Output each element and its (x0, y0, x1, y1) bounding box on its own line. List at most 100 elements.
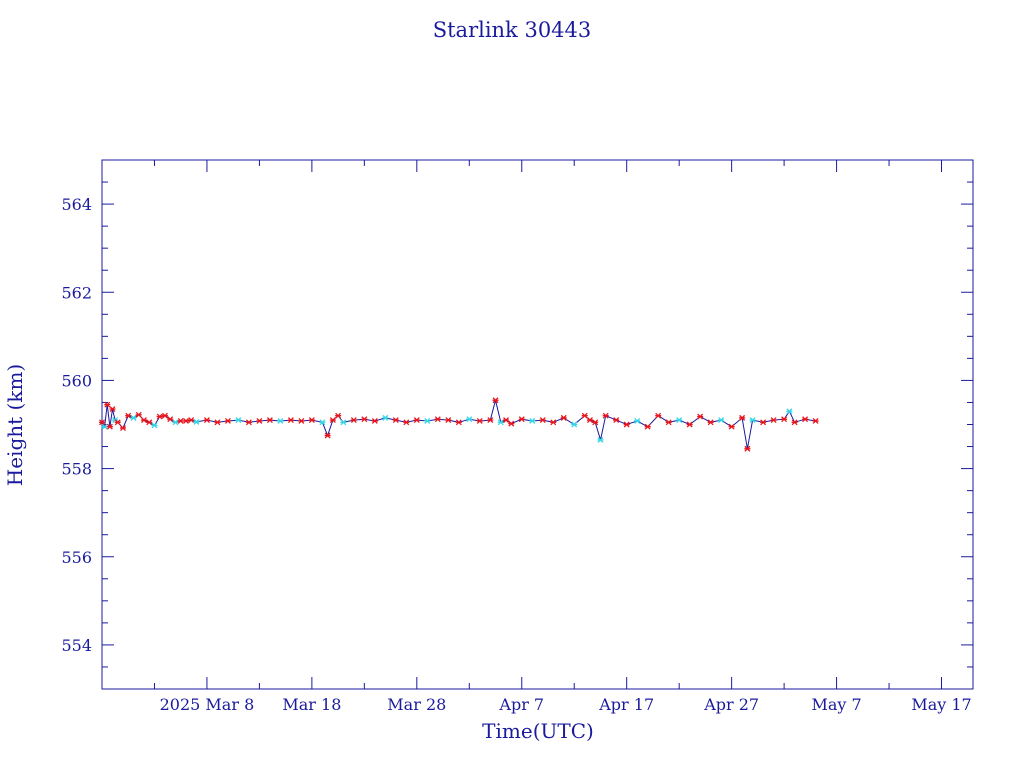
y-tick-labels: 554 556 558 560 562 564 (61, 195, 92, 655)
data-point (539, 417, 546, 424)
data-point (193, 418, 200, 425)
x-axis-label: Time(UTC) (482, 719, 594, 743)
data-point (203, 417, 210, 424)
data-point (613, 417, 620, 424)
data-point (371, 418, 378, 424)
data-point (277, 418, 284, 424)
data-point (602, 412, 609, 419)
y-tick-label: 554 (61, 636, 92, 655)
data-point (760, 419, 767, 426)
data-point (812, 418, 819, 424)
data-point (135, 411, 142, 418)
data-point (492, 397, 499, 404)
data-point (586, 417, 593, 424)
data-point (392, 417, 399, 424)
data-point (623, 421, 630, 428)
x-tick-label: Apr 27 (703, 695, 759, 714)
data-point (109, 406, 116, 413)
data-point (655, 412, 662, 419)
data-point (119, 425, 126, 431)
data-point (182, 418, 189, 424)
data-point (361, 416, 368, 423)
data-point (749, 417, 756, 424)
data-point (172, 419, 179, 426)
data-point (140, 417, 147, 424)
data-point (697, 413, 704, 420)
y-tick-label: 556 (61, 548, 92, 567)
data-point (125, 412, 132, 419)
y-tick-label: 564 (61, 195, 92, 214)
data-point (597, 436, 604, 443)
data-point (424, 418, 431, 424)
x-tick-label: May 7 (811, 695, 861, 714)
data-point (560, 414, 567, 421)
data-point (634, 418, 641, 424)
data-point (744, 445, 751, 452)
y-tick-label: 558 (61, 460, 92, 479)
data-point (802, 416, 809, 423)
data-point (781, 416, 788, 423)
plot-frame (101, 159, 974, 690)
data-point (156, 413, 163, 420)
data-point (770, 417, 777, 424)
data-point (497, 419, 504, 426)
x-tick-label: Mar 18 (282, 695, 341, 714)
data-point (106, 423, 113, 430)
data-point (104, 401, 111, 408)
data-point (791, 419, 798, 426)
data-point (329, 417, 336, 424)
data-point (340, 419, 347, 426)
data-point (256, 418, 263, 424)
x-tick-label: Apr 17 (598, 695, 654, 714)
data-point (235, 417, 242, 424)
data-point (413, 417, 420, 424)
data-point (151, 422, 158, 429)
data-point (487, 417, 494, 424)
data-point (686, 421, 693, 428)
data-point (434, 416, 441, 423)
data-point (382, 414, 389, 421)
data-point (161, 412, 168, 419)
series-group (99, 397, 819, 452)
data-point (245, 419, 252, 426)
x-tick-label: May 17 (911, 695, 971, 714)
data-point (665, 419, 672, 426)
axis-ticks (101, 159, 973, 690)
data-point (99, 419, 105, 426)
data-point (508, 420, 515, 427)
x-tick-labels: 2025 Mar 8 Mar 18 Mar 28 Apr 7 Apr 17 Apr 27 M… (160, 695, 972, 714)
y-axis-label: Height (km) (3, 364, 27, 486)
data-point (146, 419, 153, 426)
data-point (592, 419, 599, 426)
data-point (287, 417, 294, 424)
data-point (308, 417, 315, 424)
data-point (518, 416, 525, 423)
data-point (224, 418, 231, 424)
data-point (644, 423, 651, 430)
x-tick-label: Apr 7 (498, 695, 544, 714)
chart-title: Starlink 30443 (433, 18, 592, 42)
data-point (786, 408, 793, 415)
data-point (324, 432, 331, 439)
data-point (167, 416, 174, 423)
x-tick-label: Mar 28 (387, 695, 446, 714)
data-point (571, 421, 578, 428)
data-point (350, 417, 357, 424)
data-point (335, 412, 342, 419)
y-tick-label: 562 (61, 283, 92, 302)
data-point (707, 419, 714, 426)
data-point (503, 417, 510, 424)
data-point (476, 418, 483, 424)
data-point (266, 417, 273, 424)
data-point (739, 414, 746, 421)
x-tick-label: 2025 Mar 8 (160, 695, 255, 714)
data-point (445, 417, 452, 424)
data-point (718, 417, 725, 424)
y-tick-label: 560 (61, 371, 92, 390)
data-point (319, 419, 326, 426)
data-point (529, 418, 536, 424)
data-point (188, 417, 195, 424)
data-point (114, 419, 121, 426)
data-point (581, 412, 588, 419)
